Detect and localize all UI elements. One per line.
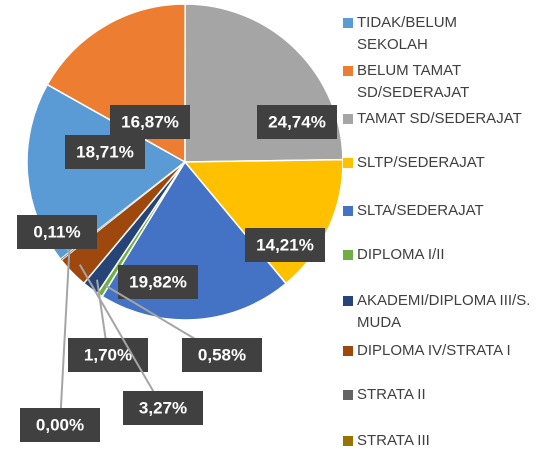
legend-swatch xyxy=(343,206,353,216)
legend-swatch xyxy=(343,114,353,124)
data-label: 0,11% xyxy=(33,223,80,242)
leader-line xyxy=(59,252,71,426)
legend-label: TAMAT SD/SEDERAJAT xyxy=(357,110,522,127)
label-box xyxy=(110,105,190,139)
legend-swatch xyxy=(343,66,353,76)
label-box xyxy=(118,265,198,299)
legend-swatch xyxy=(343,390,353,400)
legend-item: SLTA/SEDERAJAT xyxy=(343,200,484,222)
legend-label: SLTP/SEDERAJAT xyxy=(357,154,485,171)
data-label: 0,00% xyxy=(36,416,84,435)
label-box xyxy=(68,338,148,372)
legend-swatch xyxy=(343,296,353,306)
label-box xyxy=(65,135,145,169)
leader-line xyxy=(78,264,164,409)
legend-label: DIPLOMA IV/STRATA I xyxy=(357,342,511,359)
label-box xyxy=(123,391,203,425)
legend-item: DIPLOMA IV/STRATA I xyxy=(343,340,511,362)
legend-label: AKADEMI/DIPLOMA III/S. MUDA xyxy=(357,292,531,331)
data-label: 1,70% xyxy=(84,346,132,365)
legend-label: DIPLOMA I/II xyxy=(357,246,445,263)
data-label: 14,21% xyxy=(256,236,314,255)
legend-swatch xyxy=(343,436,353,446)
legend-label: STRATA III xyxy=(357,432,430,449)
legend-swatch xyxy=(343,18,353,28)
label-box xyxy=(257,105,337,139)
data-label: 3,27% xyxy=(139,399,187,418)
label-box xyxy=(20,408,100,442)
legend-label: SLTA/SEDERAJAT xyxy=(357,202,484,219)
data-label: 24,74% xyxy=(268,113,326,132)
legend-item: BELUM TAMAT SD/SEDERAJAT xyxy=(343,60,487,104)
legend-item: SLTP/SEDERAJAT xyxy=(343,152,485,174)
legend-swatch xyxy=(343,158,353,168)
legend-swatch xyxy=(343,346,353,356)
legend-label: STRATA II xyxy=(357,386,426,403)
data-label: 16,87% xyxy=(121,113,179,132)
legend-item: AKADEMI/DIPLOMA III/S. MUDA xyxy=(343,290,542,334)
legend-label: TIDAK/BELUM SEKOLAH xyxy=(357,14,458,53)
legend-swatch xyxy=(343,250,353,260)
legend-label: BELUM TAMAT SD/SEDERAJAT xyxy=(357,62,470,101)
legend-item: TIDAK/BELUM SEKOLAH xyxy=(343,12,487,56)
label-box xyxy=(182,338,262,372)
label-box xyxy=(245,228,325,262)
data-label: 0,58% xyxy=(198,346,246,365)
label-box xyxy=(17,215,97,249)
legend-item: TAMAT SD/SEDERAJAT xyxy=(343,108,522,130)
legend-item: STRATA II xyxy=(343,384,426,406)
data-label: 19,82% xyxy=(129,273,187,292)
legend-item: STRATA III xyxy=(343,430,430,452)
legend-item: DIPLOMA I/II xyxy=(343,244,445,266)
data-label: 18,71% xyxy=(76,143,134,162)
